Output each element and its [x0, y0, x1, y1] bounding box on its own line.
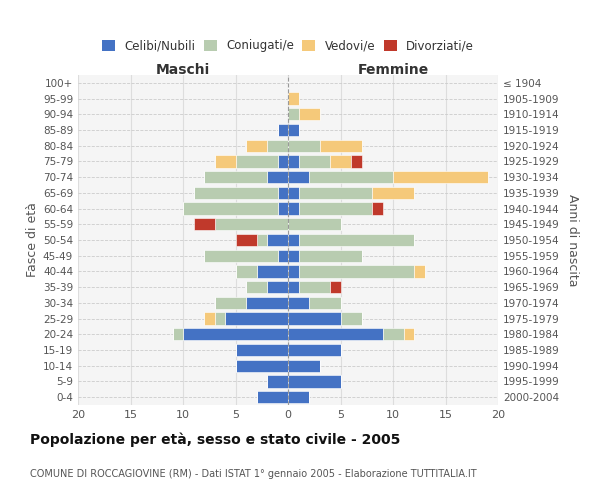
Bar	[309, 296, 341, 309]
Bar	[235, 234, 257, 246]
Text: Maschi: Maschi	[156, 62, 210, 76]
Bar	[288, 360, 320, 372]
Bar	[288, 171, 309, 183]
Bar	[288, 218, 341, 230]
Bar	[288, 108, 299, 120]
Bar	[193, 186, 277, 199]
Bar	[299, 186, 372, 199]
Bar	[330, 156, 351, 168]
Bar	[215, 296, 246, 309]
Bar	[372, 202, 383, 214]
Bar	[246, 281, 267, 293]
Bar	[288, 391, 309, 404]
Bar	[288, 202, 299, 214]
Bar	[288, 328, 383, 340]
Bar	[257, 391, 288, 404]
Bar	[320, 140, 361, 152]
Bar	[288, 312, 341, 324]
Bar	[288, 281, 299, 293]
Bar	[404, 328, 414, 340]
Bar	[351, 156, 361, 168]
Bar	[257, 234, 267, 246]
Bar	[330, 281, 341, 293]
Bar	[246, 140, 267, 152]
Bar	[183, 328, 288, 340]
Bar	[288, 92, 299, 104]
Bar	[235, 266, 257, 278]
Legend: Celibi/Nubili, Coniugati/e, Vedovi/e, Divorziati/e: Celibi/Nubili, Coniugati/e, Vedovi/e, Di…	[97, 34, 479, 57]
Bar	[299, 202, 372, 214]
Y-axis label: Fasce di età: Fasce di età	[26, 202, 39, 278]
Bar	[288, 186, 299, 199]
Bar	[235, 156, 277, 168]
Bar	[193, 218, 215, 230]
Text: Femmine: Femmine	[358, 62, 428, 76]
Bar	[215, 312, 225, 324]
Bar	[299, 281, 330, 293]
Bar	[288, 344, 341, 356]
Bar	[372, 186, 414, 199]
Text: Popolazione per età, sesso e stato civile - 2005: Popolazione per età, sesso e stato civil…	[30, 432, 400, 447]
Bar	[267, 140, 288, 152]
Text: COMUNE DI ROCCAGIOVINE (RM) - Dati ISTAT 1° gennaio 2005 - Elaborazione TUTTITAL: COMUNE DI ROCCAGIOVINE (RM) - Dati ISTAT…	[30, 469, 476, 479]
Bar	[267, 376, 288, 388]
Bar	[267, 234, 288, 246]
Bar	[215, 156, 235, 168]
Bar	[277, 250, 288, 262]
Bar	[235, 360, 288, 372]
Bar	[267, 171, 288, 183]
Bar	[204, 171, 267, 183]
Bar	[299, 234, 414, 246]
Bar	[267, 281, 288, 293]
Bar	[288, 266, 299, 278]
Bar	[383, 328, 404, 340]
Bar	[235, 344, 288, 356]
Bar	[288, 156, 299, 168]
Bar	[204, 312, 215, 324]
Bar	[277, 186, 288, 199]
Bar	[341, 312, 361, 324]
Bar	[288, 140, 320, 152]
Bar	[299, 108, 320, 120]
Bar	[299, 250, 361, 262]
Bar	[309, 171, 393, 183]
Bar	[173, 328, 183, 340]
Bar	[288, 376, 341, 388]
Bar	[299, 156, 330, 168]
Bar	[288, 296, 309, 309]
Bar	[277, 124, 288, 136]
Bar	[225, 312, 288, 324]
Bar	[299, 266, 414, 278]
Bar	[183, 202, 277, 214]
Bar	[277, 202, 288, 214]
Bar	[246, 296, 288, 309]
Bar	[215, 218, 288, 230]
Bar	[288, 250, 299, 262]
Bar	[204, 250, 277, 262]
Bar	[393, 171, 487, 183]
Bar	[414, 266, 425, 278]
Y-axis label: Anni di nascita: Anni di nascita	[566, 194, 579, 286]
Bar	[288, 234, 299, 246]
Bar	[277, 156, 288, 168]
Bar	[257, 266, 288, 278]
Bar	[288, 124, 299, 136]
